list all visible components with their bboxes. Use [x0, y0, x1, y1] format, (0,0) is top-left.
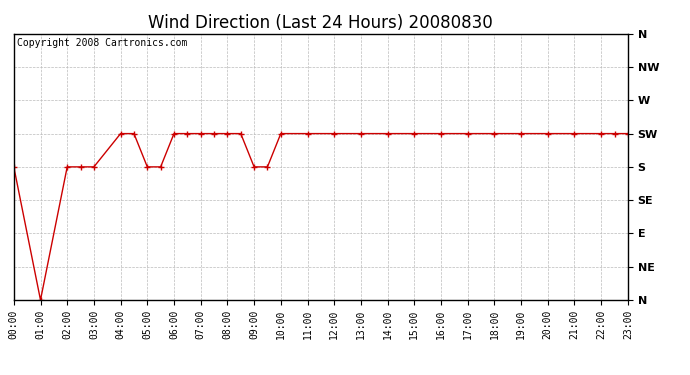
Title: Wind Direction (Last 24 Hours) 20080830: Wind Direction (Last 24 Hours) 20080830 — [148, 14, 493, 32]
Text: Copyright 2008 Cartronics.com: Copyright 2008 Cartronics.com — [17, 38, 187, 48]
